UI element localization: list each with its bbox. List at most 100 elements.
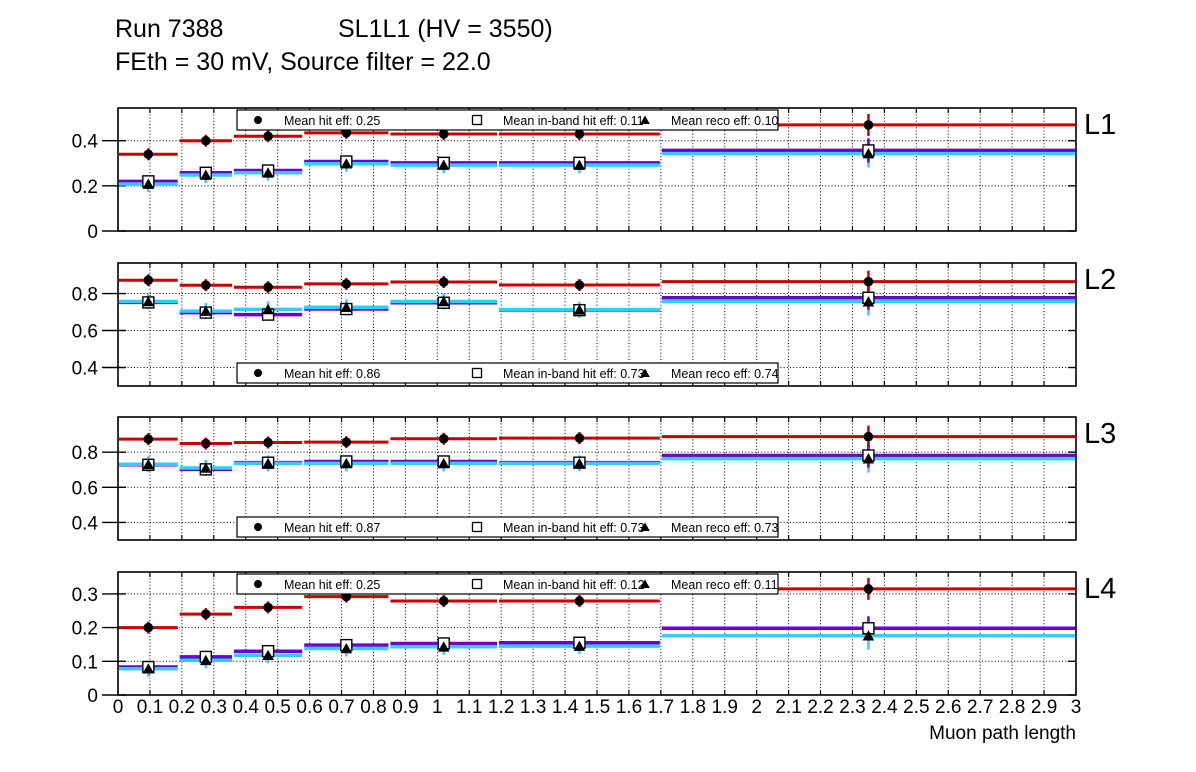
- frame: [117, 107, 1077, 232]
- circle-marker: [438, 433, 449, 444]
- x-tick-label: 0: [113, 697, 124, 718]
- legend-entry-label: Mean reco eff: 0.11: [671, 578, 778, 592]
- x-tick-label: 3: [1071, 697, 1082, 718]
- x-tick-label: 0.5: [264, 697, 290, 718]
- legend-triangle-icon: [640, 115, 650, 124]
- legend-entry-label: Mean hit eff: 0.86: [284, 367, 380, 381]
- triangle-marker: [862, 630, 875, 641]
- triangle-marker: [200, 654, 212, 666]
- x-axis: 0 0.1 0.2 0.3 0.4 0.5 0.6 0.7 0.8 0.9 1 1.1 1.2 1.3 1.…: [113, 697, 1082, 744]
- y-tick-label: 0.4: [72, 513, 99, 534]
- x-tick-label: 1.1: [456, 697, 482, 718]
- x-tick-label: 2.5: [903, 697, 929, 718]
- circle-marker: [143, 149, 154, 160]
- x-tick-label: 0.7: [328, 697, 354, 718]
- triangle-marker: [142, 178, 155, 189]
- triangle-marker: [340, 158, 353, 169]
- y-tick-label: 0.6: [72, 478, 98, 499]
- circle-marker: [438, 596, 449, 606]
- circle-marker: [143, 434, 154, 444]
- legend-entry-label: Mean in-band hit eff: 0.11: [503, 114, 644, 128]
- y-tick-label: 0.2: [72, 177, 98, 198]
- panel-L4: 0 0.1 0.2 0.3 Mean hit eff: 0.25 Mean in-band…: [72, 571, 1116, 707]
- circle-marker: [201, 135, 211, 146]
- title-detector: SL1L1 (HV = 3550): [338, 15, 553, 43]
- x-tick-label: 1: [432, 697, 443, 718]
- panel-label: L4: [1084, 573, 1116, 605]
- panel-label: L1: [1084, 109, 1116, 141]
- legend-circle-icon: [254, 369, 262, 377]
- x-tick-label: 1.3: [520, 697, 546, 718]
- x-tick-label: 0.6: [296, 697, 322, 718]
- circle-marker: [263, 437, 273, 448]
- triangle-marker: [437, 159, 450, 170]
- circle-marker: [143, 622, 154, 633]
- triangle-marker: [200, 169, 212, 180]
- legend-entry-label: Mean reco eff: 0.74: [671, 367, 779, 381]
- legend-entry-label: Mean in-band hit eff: 0.73: [503, 521, 645, 535]
- circle-marker: [863, 276, 874, 287]
- legend-circle-icon: [254, 523, 262, 531]
- circle-marker: [341, 437, 352, 447]
- x-tick-label: 1.2: [488, 697, 514, 718]
- circle-marker: [863, 431, 874, 442]
- x-tick-label: 1.8: [680, 697, 706, 718]
- triangle-marker: [437, 295, 450, 307]
- triangle-marker: [340, 457, 353, 469]
- frame: [117, 416, 1077, 541]
- legend-triangle-icon: [640, 579, 650, 588]
- y-tick-label: 0.1: [72, 652, 98, 673]
- y-tick-label: 0.3: [72, 585, 98, 606]
- legend-box: [236, 362, 779, 384]
- y-tick-label: 0.4: [72, 359, 99, 380]
- triangle-marker: [262, 649, 274, 661]
- triangle-marker: [200, 305, 212, 316]
- legend: Mean hit eff: 0.25 Mean in-band hit eff: …: [236, 109, 779, 131]
- x-tick-label: 2: [751, 697, 762, 718]
- frame: [117, 571, 1077, 696]
- triangle-marker: [142, 295, 155, 307]
- triangle-marker: [573, 640, 586, 651]
- legend-square-icon: [471, 367, 483, 379]
- legend-box: [236, 109, 779, 131]
- x-tick-label: 2.6: [935, 697, 961, 718]
- triangle-marker: [573, 304, 586, 315]
- x-tick-label: 1.5: [584, 697, 610, 718]
- circle-marker: [143, 275, 154, 286]
- triangle-marker: [437, 457, 450, 469]
- y-tick-label: 0.8: [72, 443, 98, 464]
- y-tick-label: 0: [87, 222, 98, 243]
- x-tick-label: 1.7: [648, 697, 674, 718]
- panel-L3: 0.4 0.6 0.8 Mean hit eff: 0.87 Mean in-band …: [72, 416, 1116, 541]
- panel-label: L2: [1084, 264, 1116, 296]
- x-tick-label: 0.1: [137, 697, 163, 718]
- triangle-marker: [262, 457, 274, 469]
- y-tick-label: 0.4: [72, 132, 99, 153]
- circle-marker: [863, 120, 874, 130]
- legend-entry-label: Mean hit eff: 0.25: [284, 578, 380, 592]
- x-tick-label: 0.3: [201, 697, 227, 718]
- triangle-marker: [437, 641, 450, 652]
- legend-entry-label: Mean hit eff: 0.25: [284, 114, 380, 128]
- y-tick-label: 0.2: [72, 619, 98, 640]
- x-axis-title: Muon path length: [929, 723, 1076, 744]
- legend-square-icon: [471, 521, 483, 533]
- legend-entry-label: Mean in-band hit eff: 0.73: [503, 367, 645, 381]
- triangle-marker: [862, 453, 875, 464]
- x-tick-label: 0.2: [169, 697, 195, 718]
- circle-marker: [201, 609, 211, 619]
- x-tick-label: 2.9: [1031, 697, 1057, 718]
- triangle-marker: [862, 296, 875, 307]
- legend-box: [236, 573, 779, 595]
- legend: Mean hit eff: 0.25 Mean in-band hit eff: …: [236, 573, 779, 595]
- x-tick-label: 0.9: [392, 697, 418, 718]
- triangle-marker: [262, 167, 274, 178]
- y-tick-label: 0.8: [72, 285, 98, 306]
- title-conditions: FEth = 30 mV, Source filter = 22.0: [115, 48, 491, 76]
- circle-marker: [574, 280, 585, 290]
- triangle-marker: [340, 301, 353, 313]
- x-tick-label: 2.3: [839, 697, 865, 718]
- x-tick-label: 2.8: [999, 697, 1025, 718]
- circle-marker: [263, 602, 273, 613]
